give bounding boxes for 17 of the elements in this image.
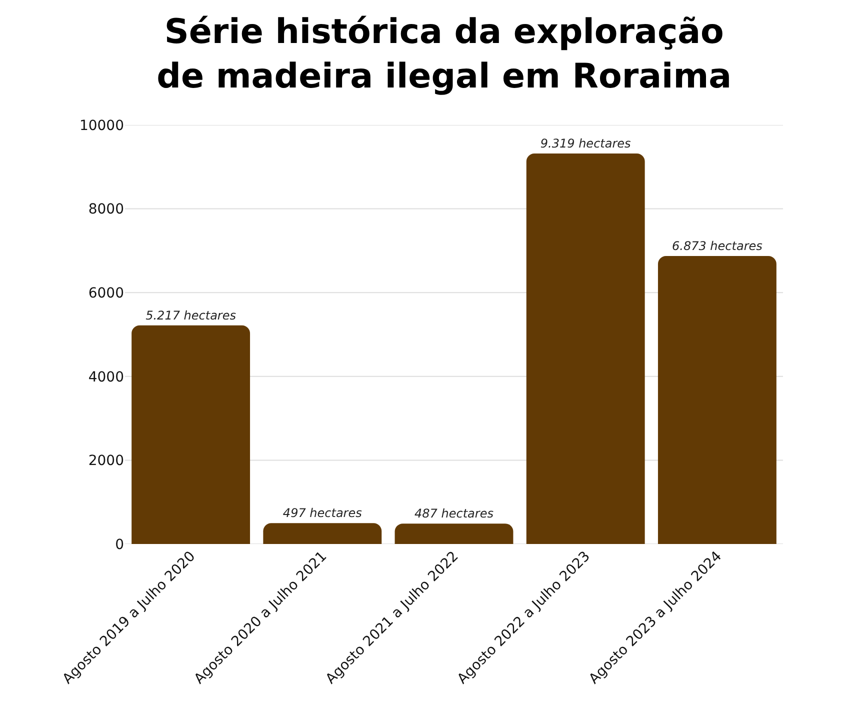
y-tick-label: 0	[115, 536, 124, 553]
data-label: 497 hectares	[282, 506, 362, 520]
data-label: 6.873 hectares	[672, 239, 762, 254]
bar	[658, 256, 776, 544]
y-tick-label: 6000	[88, 286, 124, 302]
data-label: 487 hectares	[414, 506, 494, 521]
y-tick-label: 2000	[88, 453, 124, 470]
data-label: 9.319 hectares	[540, 136, 631, 151]
bar	[394, 524, 514, 544]
data-label: 5.217 hectares	[146, 308, 236, 322]
bar	[263, 523, 382, 544]
bar	[526, 154, 645, 544]
y-tick-label: 4000	[88, 369, 124, 386]
chart-title: Série histórica da exploração de madeira ilegal em Roraima	[156, 12, 732, 96]
bar	[132, 325, 250, 544]
y-tick-label: 8000	[88, 202, 124, 218]
y-tick-label: 10000	[79, 118, 124, 134]
